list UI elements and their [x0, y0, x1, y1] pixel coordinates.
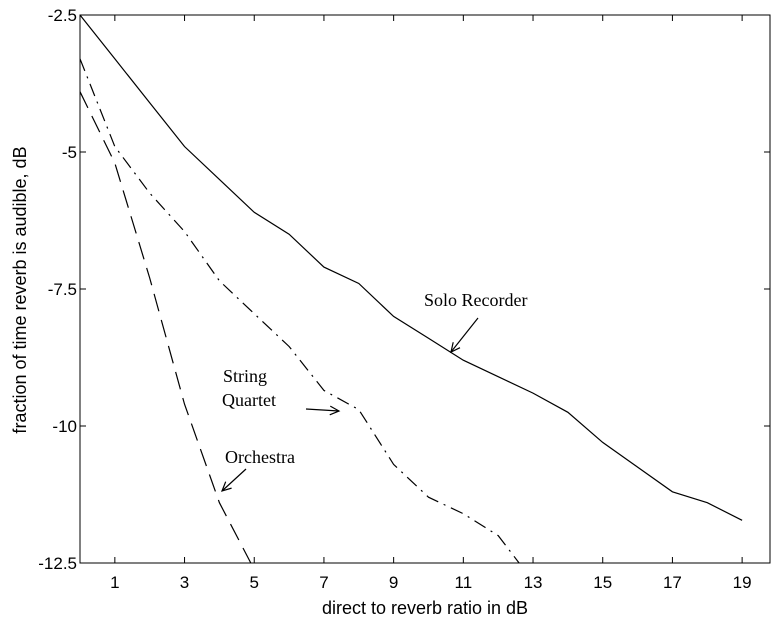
- y-tick-labels: -2.5 -5 -7.5 -10 -12.5: [38, 6, 77, 573]
- y-tick-label: -7.5: [48, 280, 77, 299]
- y-tick-label: -2.5: [48, 6, 77, 25]
- y-tick-label: -12.5: [38, 554, 77, 573]
- y-tick-label: -10: [52, 417, 77, 436]
- annotation-quartet: Quartet: [222, 390, 276, 410]
- series-solo-recorder-line: [79, 14, 743, 521]
- series-group: [79, 14, 743, 564]
- orchestra-arrow-shaft: [221, 468, 247, 492]
- x-tick-label: 19: [733, 573, 752, 592]
- x-tick-label: 7: [319, 573, 328, 592]
- x-tick-label: 3: [180, 573, 189, 592]
- y-tick-label: -5: [62, 143, 77, 162]
- annotation-arrows: [220, 317, 479, 492]
- series-orchestra-line: [79, 91, 252, 564]
- series-string-quartet-line: [79, 58, 520, 564]
- solo-recorder-arrow-shaft: [450, 317, 479, 353]
- orchestra-arrow-head: [220, 481, 232, 492]
- annotation-orchestra: Orchestra: [225, 447, 295, 467]
- x-tick-label: 15: [593, 573, 612, 592]
- y-axis-label: fraction of time reverb is audible, dB: [10, 146, 30, 433]
- x-tick-label: 1: [110, 573, 119, 592]
- x-tick-label: 5: [250, 573, 259, 592]
- string-quartet-arrow-head: [329, 405, 341, 416]
- tick-marks: [80, 14, 770, 564]
- x-tick-label: 17: [663, 573, 682, 592]
- x-tick-label: 9: [389, 573, 398, 592]
- annotation-solo-recorder: Solo Recorder: [424, 290, 527, 310]
- string-quartet-arrow-shaft: [305, 408, 340, 412]
- x-tick-label: 13: [524, 573, 543, 592]
- x-tick-label: 11: [455, 573, 473, 592]
- plot-frame: [79, 14, 771, 564]
- annotation-string: String: [223, 366, 267, 386]
- x-tick-labels: 1 3 5 7 9 11 13 15 17 19: [110, 573, 751, 592]
- solo-recorder-arrow-head: [450, 342, 461, 354]
- x-axis-label: direct to reverb ratio in dB: [322, 598, 528, 618]
